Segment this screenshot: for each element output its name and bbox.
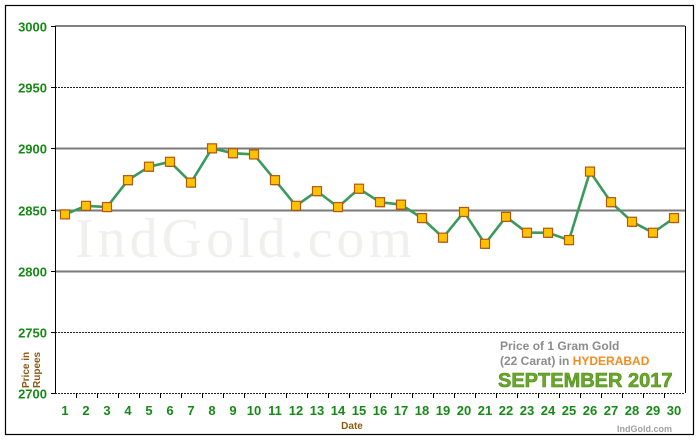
x-tick-label: 29 xyxy=(646,403,660,418)
data-point-marker xyxy=(563,234,575,246)
x-tick-label: 6 xyxy=(166,403,173,418)
data-point-marker xyxy=(437,232,449,243)
y-axis-title-line1: Price in xyxy=(21,352,32,388)
x-tick-label: 3 xyxy=(103,403,110,418)
x-tick-label: 12 xyxy=(289,403,303,418)
x-tick-label: 27 xyxy=(604,403,618,418)
y-tick-label: 2800 xyxy=(18,265,47,280)
data-point-marker xyxy=(164,156,176,167)
x-tick-label: 1 xyxy=(61,403,68,418)
data-point-marker xyxy=(416,212,428,224)
caption-line2: (22 Carat) in HYDERABAD xyxy=(500,354,650,368)
data-point-marker xyxy=(458,206,470,218)
site-credit: IndGold.com xyxy=(617,424,672,434)
data-point-marker xyxy=(248,149,260,160)
y-tick-label: 2950 xyxy=(18,81,47,96)
data-point-marker xyxy=(101,201,113,213)
x-tick-label: 17 xyxy=(394,403,408,418)
data-point-marker xyxy=(668,212,680,224)
data-point-marker xyxy=(647,227,659,238)
x-tick-label: 5 xyxy=(145,403,152,418)
data-point-marker xyxy=(143,161,155,172)
x-tick-label: 26 xyxy=(583,403,597,418)
data-point-marker xyxy=(332,201,344,213)
data-point-marker xyxy=(227,148,239,159)
data-point-marker xyxy=(290,200,302,211)
data-point-marker xyxy=(542,227,554,238)
data-point-marker xyxy=(185,177,197,188)
x-tick-label: 19 xyxy=(436,403,450,418)
data-point-marker xyxy=(311,186,323,197)
x-tick-label: 15 xyxy=(352,403,366,418)
x-tick-label: 11 xyxy=(268,403,282,418)
x-tick-label: 24 xyxy=(541,403,556,418)
data-point-marker xyxy=(521,227,533,238)
x-tick-label: 8 xyxy=(208,403,215,418)
x-tick-label: 22 xyxy=(499,403,513,418)
data-point-marker xyxy=(374,197,386,208)
x-tick-label: 16 xyxy=(373,403,387,418)
caption-line1: Price of 1 Gram Gold xyxy=(500,339,619,353)
x-tick-label: 30 xyxy=(667,403,681,418)
x-tick-label: 25 xyxy=(562,403,576,418)
x-tick-label: 13 xyxy=(310,403,324,418)
y-tick-label: 2850 xyxy=(18,204,47,219)
x-tick-label: 7 xyxy=(187,403,194,418)
x-axis-ticks: 1 2 3 4 5 6 7 8 9 10 11 12 13 14 15 16 17 18 19 20 21 22 23 24 2… xyxy=(61,393,681,418)
x-tick-label: 18 xyxy=(415,403,429,418)
data-point-marker xyxy=(269,175,281,186)
x-tick-label: 20 xyxy=(457,403,471,418)
x-tick-label: 2 xyxy=(82,403,89,418)
x-tick-label: 10 xyxy=(247,403,261,418)
y-tick-label: 2900 xyxy=(18,142,47,157)
data-point-marker xyxy=(206,143,218,154)
caption-month: SEPTEMBER 2017 xyxy=(498,370,673,392)
x-tick-label: 23 xyxy=(520,403,534,418)
data-point-marker xyxy=(395,199,407,210)
watermark: IndGold.com xyxy=(75,208,416,270)
data-point-marker xyxy=(479,238,491,249)
y-tick-label: 2700 xyxy=(18,387,47,402)
data-point-marker xyxy=(80,200,92,211)
y-tick-label: 3000 xyxy=(18,20,47,35)
caption-carat: (22 Carat) in xyxy=(500,354,573,368)
data-point-marker xyxy=(500,211,512,222)
x-tick-label: 28 xyxy=(625,403,639,418)
y-tick-label: 2750 xyxy=(18,326,47,341)
x-tick-label: 14 xyxy=(331,403,346,418)
x-axis-title: Date xyxy=(341,421,363,432)
x-tick-label: 4 xyxy=(124,403,132,418)
data-point-marker xyxy=(584,166,596,177)
x-tick-label: 9 xyxy=(229,403,236,418)
y-axis-ticks: 2700 2750 2800 2850 2900 2950 3000 xyxy=(18,20,55,402)
y-axis-title-line2: Rupees xyxy=(32,351,43,388)
data-point-marker xyxy=(626,216,638,227)
price-series xyxy=(59,143,680,249)
x-tick-label: 21 xyxy=(478,403,492,418)
data-point-marker xyxy=(353,183,365,194)
data-point-marker xyxy=(122,175,134,186)
caption-background xyxy=(494,335,674,392)
caption-city: HYDERABAD xyxy=(573,354,650,368)
data-point-marker xyxy=(605,197,617,208)
data-point-marker xyxy=(59,209,71,220)
